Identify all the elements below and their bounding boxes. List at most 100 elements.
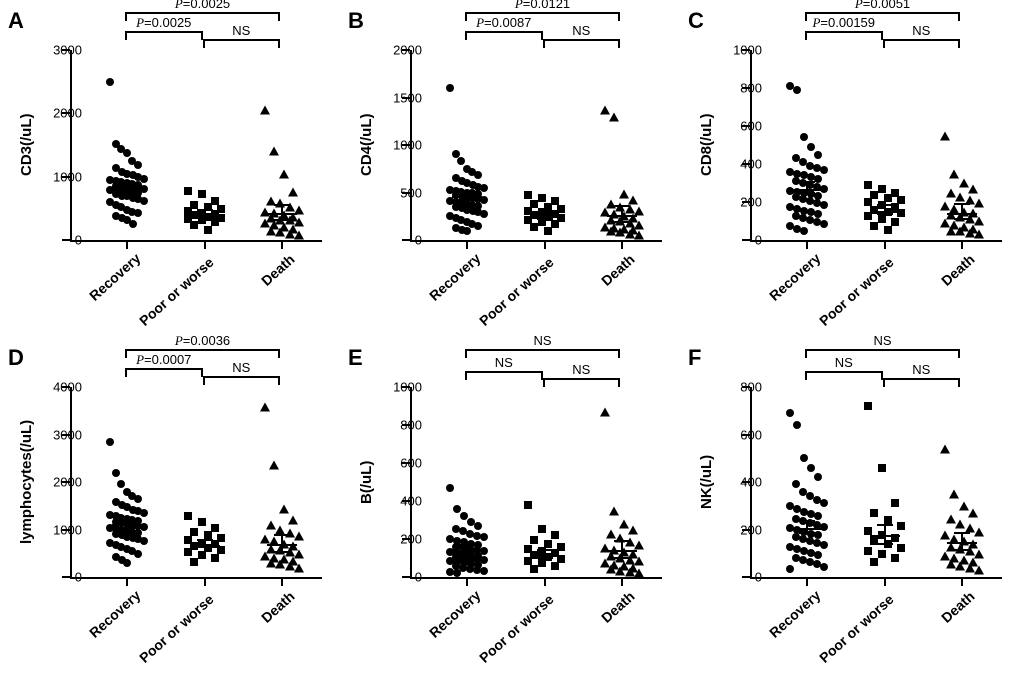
data-point (793, 86, 801, 94)
significance-label: NS (232, 360, 250, 376)
y-axis-label: NK(/uL) (698, 387, 715, 577)
significance-bracket (543, 378, 621, 387)
x-tick-label: Poor or worse (816, 254, 897, 329)
significance-bracket (203, 376, 281, 385)
data-point (864, 402, 872, 410)
data-point (864, 527, 872, 535)
panel-letter: C (688, 8, 704, 34)
significance-label: P=0.0121 (515, 0, 570, 12)
significance-label: NS (835, 355, 853, 371)
x-tick-label: Recovery (426, 250, 484, 304)
x-tick-label: Poor or worse (476, 591, 557, 666)
data-point (544, 227, 552, 235)
data-point (786, 565, 794, 573)
significance-bracket (805, 31, 883, 40)
x-tick-label: Recovery (766, 587, 824, 641)
significance-bracket (805, 371, 883, 380)
panel-E: EB(/uL)02004006008001000RecoveryPoor or … (340, 337, 680, 674)
significance-label: P=0.0051 (855, 0, 910, 12)
panel-letter: B (348, 8, 364, 34)
data-point (891, 554, 899, 562)
data-point (814, 473, 822, 481)
data-point (123, 149, 131, 157)
significance-label: P=0.0036 (175, 333, 230, 349)
data-point (260, 403, 270, 412)
data-point (463, 227, 471, 235)
data-point (800, 227, 808, 235)
data-point (940, 131, 950, 140)
significance-bracket (465, 31, 543, 40)
data-point (140, 197, 148, 205)
data-point (198, 518, 206, 526)
panel-letter: D (8, 345, 24, 371)
significance-label: NS (533, 333, 551, 349)
significance-bracket (203, 39, 281, 48)
x-tick-label: Poor or worse (816, 591, 897, 666)
data-point (269, 461, 279, 470)
data-point (551, 562, 559, 570)
data-point (134, 161, 142, 169)
data-point (968, 184, 978, 193)
data-point (211, 218, 219, 226)
panel-F: FNK(/uL)0200400600800RecoveryPoor or wor… (680, 337, 1020, 674)
significance-bracket (883, 378, 961, 387)
data-point (609, 507, 619, 516)
data-point (974, 198, 984, 207)
data-point (260, 105, 270, 114)
data-point (530, 223, 538, 231)
data-point (538, 525, 546, 533)
data-point (878, 550, 886, 558)
significance-bracket (465, 371, 543, 380)
data-point (474, 522, 482, 530)
data-point (864, 547, 872, 555)
significance-bracket (125, 368, 203, 377)
data-point (524, 191, 532, 199)
data-point (634, 569, 644, 578)
significance-label: NS (912, 362, 930, 378)
panel-letter: A (8, 8, 24, 34)
significance-label: NS (232, 23, 250, 39)
plot-area (70, 50, 322, 242)
x-tick-label: Death (258, 588, 298, 626)
data-point (609, 113, 619, 122)
panel-B: BCD4(/uL)0500100015002000RecoveryPoor or… (340, 0, 680, 337)
significance-label: P=0.0087 (476, 15, 531, 31)
data-point (190, 528, 198, 536)
y-axis-label: CD4(/uL) (358, 50, 375, 240)
data-point (134, 209, 142, 217)
data-point (211, 524, 219, 532)
data-point (530, 536, 538, 544)
x-tick-label: Poor or worse (136, 254, 217, 329)
data-point (864, 212, 872, 220)
data-point (949, 489, 959, 498)
data-point (530, 565, 538, 573)
data-point (793, 421, 801, 429)
data-point (294, 531, 304, 540)
data-point (814, 151, 822, 159)
data-point (891, 218, 899, 226)
data-point (140, 537, 148, 545)
data-point (112, 469, 120, 477)
data-point (288, 515, 298, 524)
significance-bracket (543, 39, 621, 48)
plot-area (410, 387, 662, 579)
data-point (800, 454, 808, 462)
data-point (891, 499, 899, 507)
data-point (190, 558, 198, 566)
x-tick-label: Poor or worse (476, 254, 557, 329)
data-point (474, 171, 482, 179)
significance-label: NS (495, 355, 513, 371)
significance-label: P=0.0025 (136, 15, 191, 31)
data-point (480, 567, 488, 575)
data-point (870, 222, 878, 230)
data-point (870, 509, 878, 517)
data-point (294, 230, 304, 239)
figure-grid: ACD3(/uL)0100020003000RecoveryPoor or wo… (0, 0, 1020, 675)
data-point (884, 226, 892, 234)
significance-bracket (883, 39, 961, 48)
x-tick-label: Death (598, 251, 638, 289)
significance-label: NS (912, 23, 930, 39)
data-point (878, 185, 886, 193)
data-point (204, 226, 212, 234)
data-point (123, 559, 131, 567)
